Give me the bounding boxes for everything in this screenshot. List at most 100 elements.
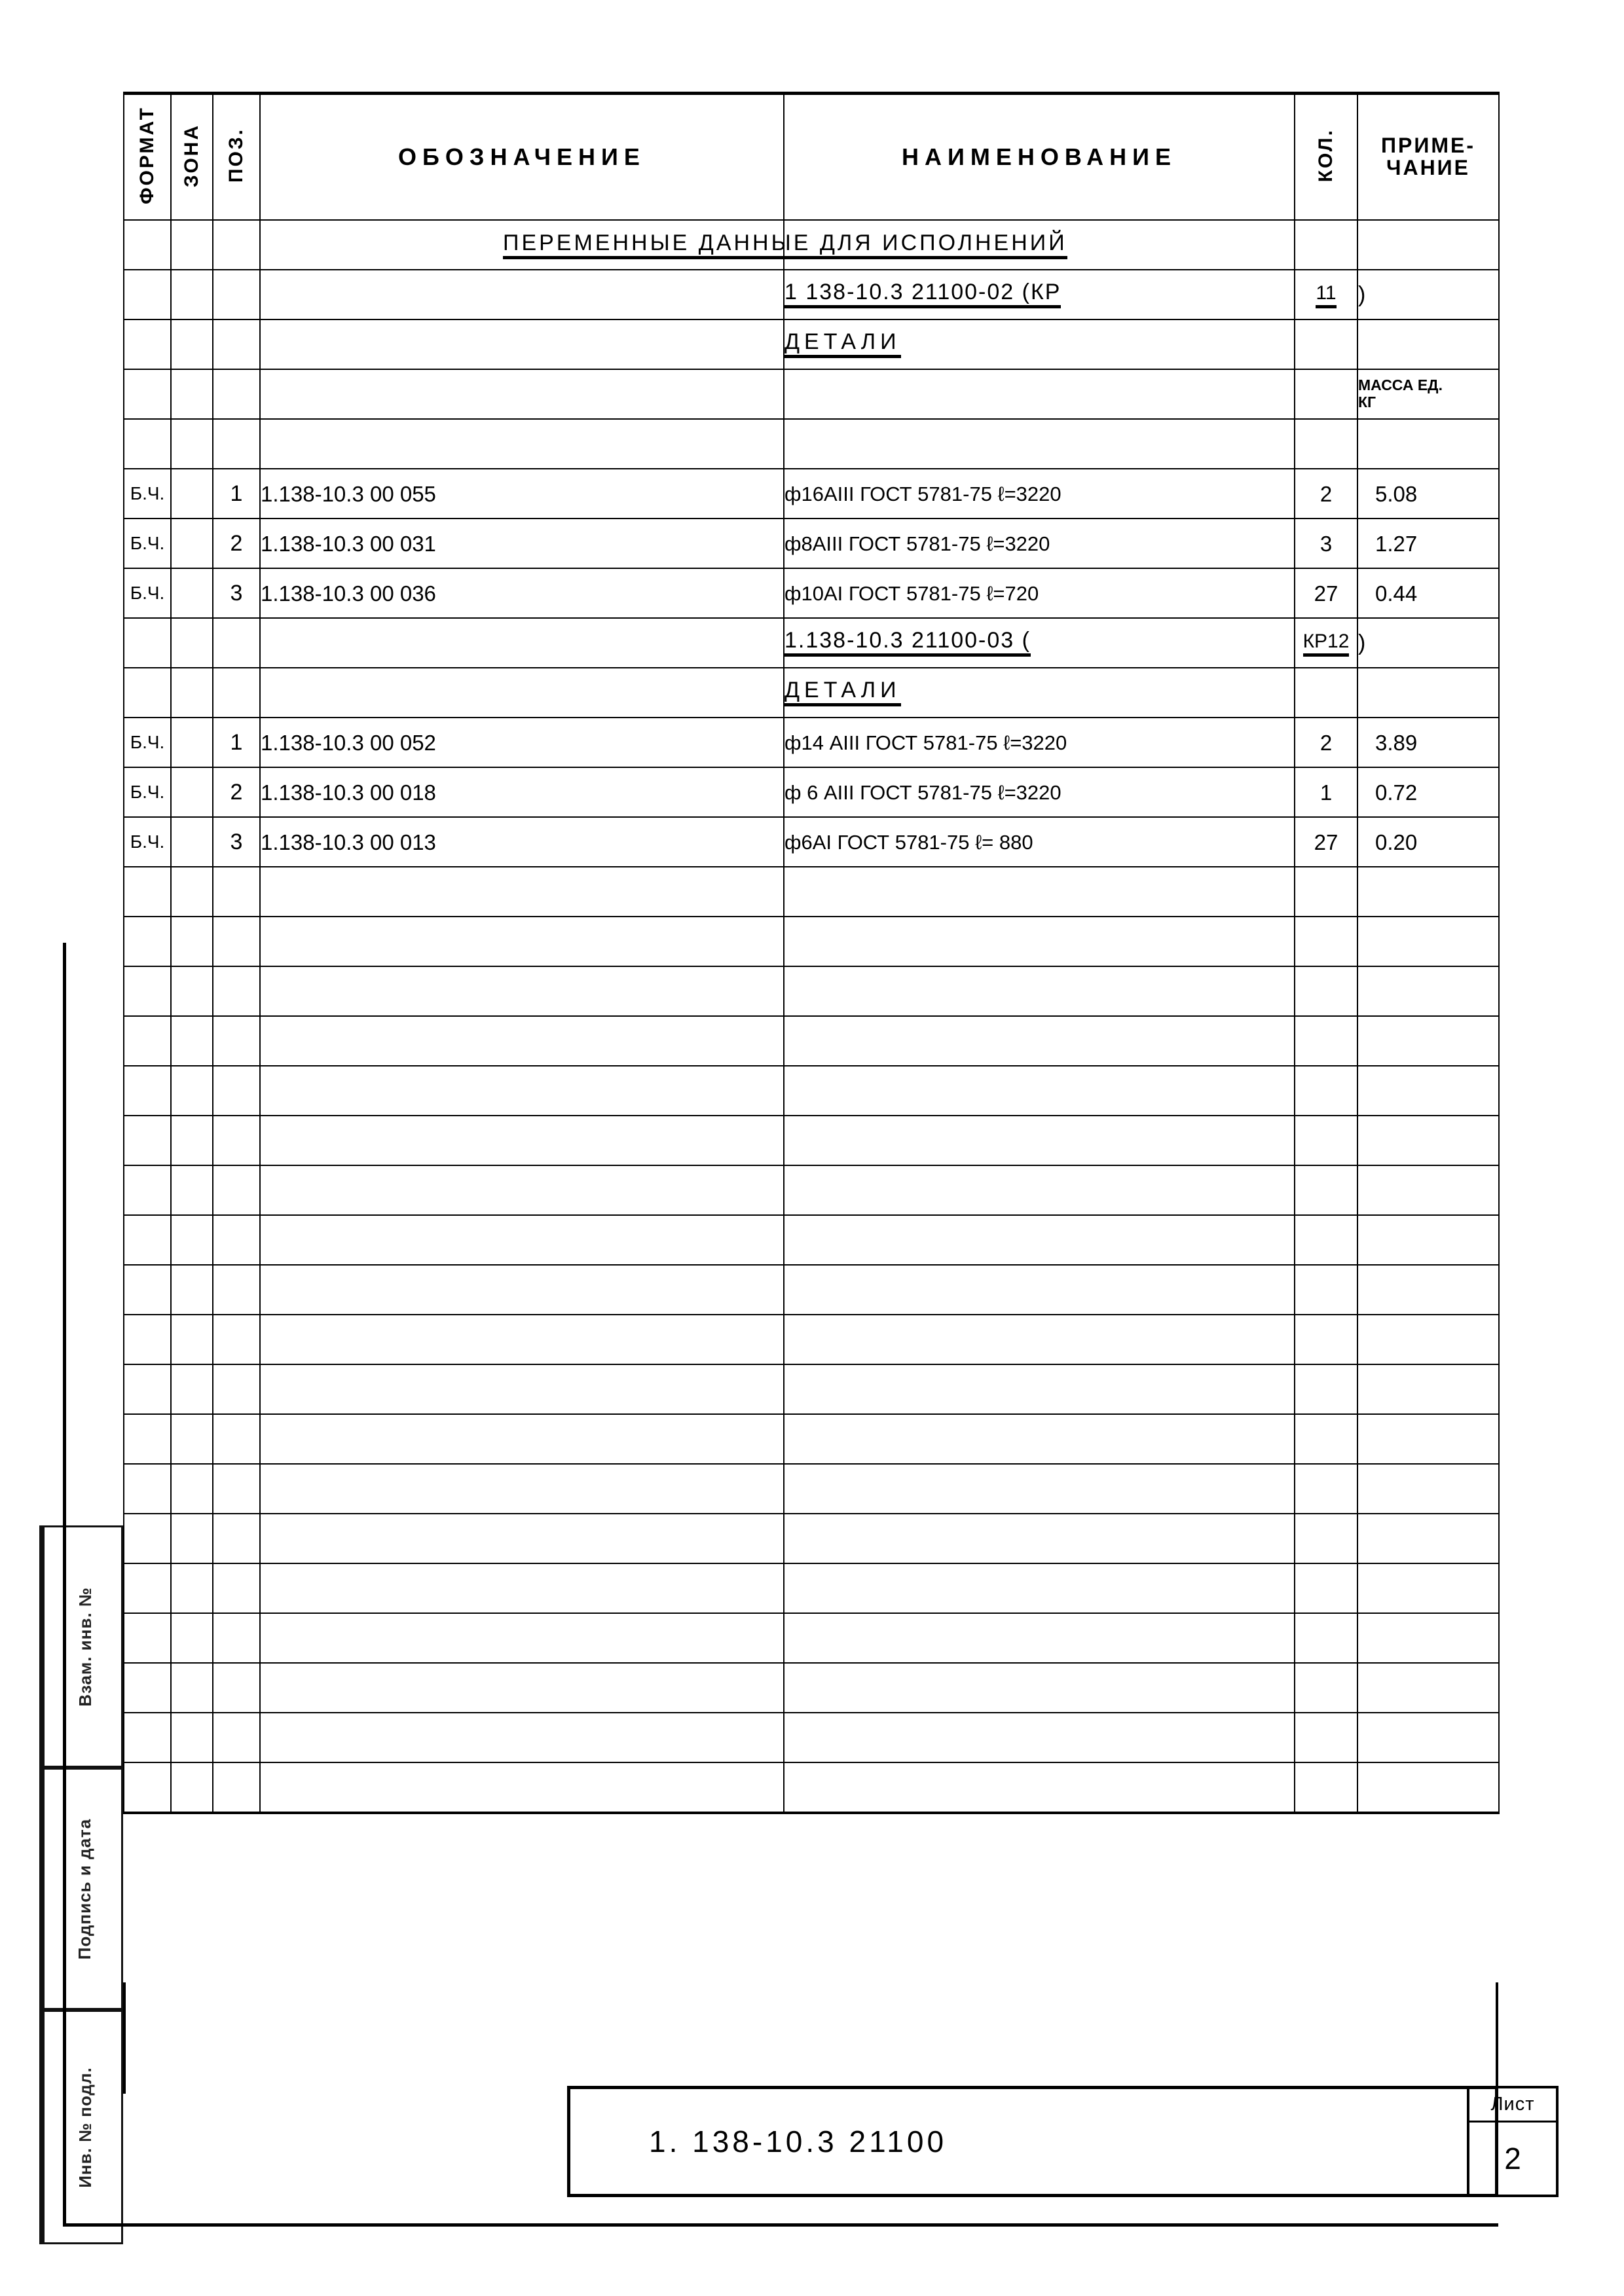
cell-designation <box>259 916 784 967</box>
cell-name: ф10АI ГОСТ 5781-75 ℓ=720 <box>783 568 1295 619</box>
cell-format <box>123 966 172 1017</box>
table-row-empty <box>123 1015 1500 1066</box>
cell-zone <box>170 767 213 818</box>
cell-designation <box>259 1563 784 1614</box>
cell-pos <box>212 1364 261 1415</box>
cell-name <box>783 1662 1295 1713</box>
cell-format: Б.Ч. <box>123 767 172 818</box>
group-designation-text: 1.138-10.3 21100-03 ( <box>784 629 1031 657</box>
table-row: Б.Ч. 1 1.138-10.3 00 052 ф14 АIII ГОСТ 5781… <box>123 717 1500 768</box>
cell-group-code: 11 <box>1294 269 1358 320</box>
cell-qty <box>1294 219 1358 270</box>
cell-note: 0.72 <box>1357 767 1500 818</box>
table-row: Б.Ч. 2 1.138-10.3 00 018 ф 6 АIII ГОСТ 5781… <box>123 767 1500 818</box>
cell-designation <box>259 1613 784 1664</box>
margin-box-podpis: Подпись и дата <box>45 1768 123 2010</box>
cell-note <box>1357 1065 1500 1116</box>
cell-format <box>123 916 172 967</box>
table-row-empty <box>123 1463 1500 1514</box>
cell-designation <box>259 667 784 718</box>
group-close-paren: ) <box>1358 282 1366 307</box>
group-close-paren: ) <box>1358 630 1366 655</box>
cell-format <box>123 1463 172 1514</box>
cell-name <box>783 1264 1295 1315</box>
cell-pos <box>212 866 261 917</box>
cell-designation <box>259 1413 784 1465</box>
cell-pos <box>212 1613 261 1664</box>
cell-zone <box>170 1712 213 1763</box>
cell-designation <box>259 1015 784 1066</box>
header-cell-zone: ЗОНА <box>170 92 213 221</box>
cell-designation: 1.138-10.3 00 031 <box>259 518 784 569</box>
cell-note <box>1357 1513 1500 1564</box>
table-row: Б.Ч. 3 1.138-10.3 00 013 ф6АI ГОСТ 5781-75 … <box>123 816 1500 867</box>
cell-designation: 1.138-10.3 00 052 <box>259 717 784 768</box>
cell-zone <box>170 1115 213 1166</box>
cell-format <box>123 866 172 917</box>
group-subtitle-row: ДЕТАЛИ <box>123 319 1500 370</box>
title-block: 1. 138-10.3 21100 <box>567 2086 1498 2197</box>
cell-pos <box>212 617 261 668</box>
table-row-empty <box>123 1314 1500 1365</box>
cell-name: ф 6 АIII ГОСТ 5781-75 ℓ=3220 <box>783 767 1295 818</box>
cell-qty <box>1294 1364 1358 1415</box>
cell-format: Б.Ч. <box>123 518 172 569</box>
sheet-number-block: Лист 2 <box>1467 2086 1559 2197</box>
table-row-empty <box>123 1513 1500 1564</box>
cell-note: 0.44 <box>1357 568 1500 619</box>
cell-zone <box>170 1613 213 1664</box>
header-label-designation: ОБОЗНАЧЕНИЕ <box>398 143 646 170</box>
cell-name <box>783 369 1295 420</box>
cell-note: 5.08 <box>1357 468 1500 519</box>
header-label-name: НАИМЕНОВАНИЕ <box>902 143 1177 170</box>
cell-note <box>1357 966 1500 1017</box>
cell-format: Б.Ч. <box>123 717 172 768</box>
table-row: Б.Ч. 2 1.138-10.3 00 031 ф8АIII ГОСТ 5781-7… <box>123 518 1500 569</box>
cell-pos <box>212 1463 261 1514</box>
cell-qty: 27 <box>1294 568 1358 619</box>
cell-name <box>783 916 1295 967</box>
cell-pos <box>212 269 261 320</box>
cell-group-close: ) <box>1357 269 1500 320</box>
cell-zone <box>170 1065 213 1116</box>
margin-box-vzam: Взам. инв. № <box>45 1525 123 1768</box>
cell-name: ф14 АIII ГОСТ 5781-75 ℓ=3220 <box>783 717 1295 768</box>
table-header-row: ФОРМАТ ЗОНА ПОЗ. ОБОЗНАЧЕНИЕ НАИМЕНОВАНИ… <box>123 92 1500 221</box>
table-row-empty <box>123 1065 1500 1116</box>
cell-format <box>123 1065 172 1116</box>
cell-designation: 1.138-10.3 00 013 <box>259 816 784 867</box>
cell-note <box>1357 1165 1500 1216</box>
table-row-empty <box>123 1662 1500 1713</box>
cell-name: ф6АI ГОСТ 5781-75 ℓ= 880 <box>783 816 1295 867</box>
cell-name <box>783 1613 1295 1664</box>
cell-note <box>1357 866 1500 917</box>
cell-note: 0.20 <box>1357 816 1500 867</box>
table-row-empty <box>123 1364 1500 1415</box>
table-row-empty <box>123 1762 1500 1814</box>
cell-designation: 1.138-10.3 00 036 <box>259 568 784 619</box>
cell-qty <box>1294 1413 1358 1465</box>
cell-name <box>783 1762 1295 1814</box>
table-row-empty <box>123 1712 1500 1763</box>
cell-name <box>783 1513 1295 1564</box>
cell-pos <box>212 418 261 469</box>
cell-name <box>783 966 1295 1017</box>
cell-zone <box>170 667 213 718</box>
cell-qty: 2 <box>1294 468 1358 519</box>
table-row-empty <box>123 1613 1500 1664</box>
cell-format <box>123 1015 172 1066</box>
cell-qty <box>1294 1762 1358 1814</box>
cell-format <box>123 269 172 320</box>
cell-note <box>1357 1364 1500 1415</box>
margin-label-inv: Инв. № подл. <box>75 2066 95 2188</box>
table-row-empty <box>123 866 1500 917</box>
cell-pos: 3 <box>212 568 261 619</box>
cell-zone <box>170 1264 213 1315</box>
cell-qty <box>1294 1214 1358 1266</box>
cell-qty <box>1294 1314 1358 1365</box>
cell-zone <box>170 418 213 469</box>
cell-qty <box>1294 1264 1358 1315</box>
cell-designation <box>259 1712 784 1763</box>
cell-note <box>1357 1413 1500 1465</box>
